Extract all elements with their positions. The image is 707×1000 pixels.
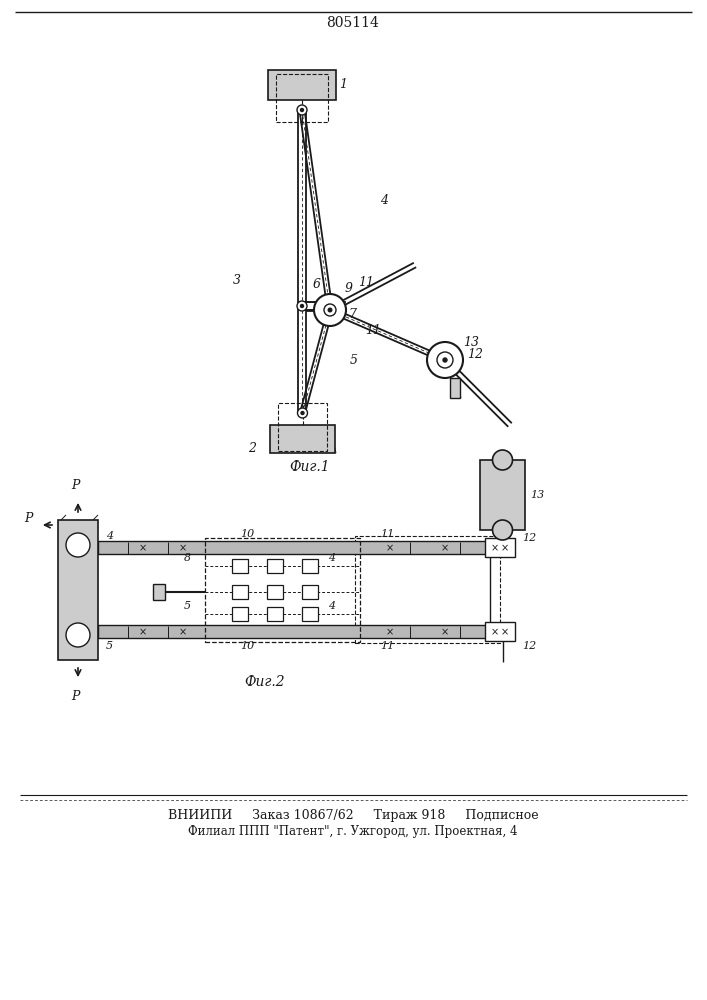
Text: 6: 6 — [313, 278, 321, 292]
Text: 10: 10 — [240, 529, 255, 539]
Text: 12: 12 — [522, 533, 536, 543]
Bar — [267, 585, 283, 599]
Text: 11: 11 — [380, 641, 395, 651]
Text: 4: 4 — [329, 553, 336, 563]
Text: 7: 7 — [348, 308, 356, 320]
Bar — [302, 607, 318, 621]
Text: 9: 9 — [345, 282, 353, 294]
Text: Фиг.1: Фиг.1 — [290, 460, 330, 474]
Text: P: P — [71, 479, 79, 492]
Text: Филиал ППП "Патент", г. Ужгород, ул. Проектная, 4: Филиал ППП "Патент", г. Ужгород, ул. Про… — [188, 826, 518, 838]
Text: ×: × — [441, 543, 449, 553]
Bar — [267, 559, 283, 573]
Text: 4: 4 — [380, 194, 388, 207]
Bar — [232, 559, 248, 573]
Text: 5: 5 — [183, 601, 191, 611]
Circle shape — [324, 304, 336, 316]
Text: Фиг.2: Фиг.2 — [245, 675, 286, 689]
Circle shape — [300, 108, 303, 111]
Text: ×: × — [139, 543, 147, 553]
Bar — [268, 70, 336, 100]
Text: 11: 11 — [380, 529, 395, 539]
Circle shape — [298, 408, 308, 418]
Circle shape — [493, 450, 513, 470]
Bar — [270, 425, 335, 453]
Text: 10: 10 — [240, 641, 255, 651]
Text: 3: 3 — [233, 273, 241, 286]
Bar — [153, 584, 165, 600]
Text: ВНИИПИ     Заказ 10867/62     Тираж 918     Подписное: ВНИИПИ Заказ 10867/62 Тираж 918 Подписно… — [168, 808, 538, 822]
Bar — [232, 585, 248, 599]
Circle shape — [297, 105, 307, 115]
Text: ×: × — [386, 543, 394, 553]
Bar — [205, 538, 360, 642]
Text: 4: 4 — [329, 601, 336, 611]
Text: 5: 5 — [350, 354, 358, 366]
Bar — [267, 607, 283, 621]
Text: ×: × — [491, 627, 499, 637]
Text: 12: 12 — [522, 641, 536, 651]
Text: 11: 11 — [365, 324, 381, 336]
Text: ×: × — [501, 627, 509, 637]
Text: ×: × — [501, 543, 509, 553]
Text: 13: 13 — [530, 490, 544, 500]
Text: 4: 4 — [106, 531, 113, 541]
Bar — [98, 625, 490, 638]
Circle shape — [66, 533, 90, 557]
Text: 2: 2 — [248, 442, 256, 454]
Text: ×: × — [139, 627, 147, 637]
Text: 13: 13 — [463, 336, 479, 349]
Circle shape — [297, 301, 307, 311]
Text: ×: × — [386, 627, 394, 637]
Bar — [302, 585, 318, 599]
Bar — [276, 74, 328, 122]
Text: 12: 12 — [467, 349, 483, 361]
Bar — [58, 520, 98, 660]
Bar — [232, 607, 248, 621]
Bar — [485, 538, 515, 557]
Text: P: P — [24, 512, 33, 524]
Circle shape — [314, 294, 346, 326]
Circle shape — [300, 304, 303, 308]
Bar — [355, 536, 500, 643]
Bar — [480, 460, 525, 530]
Circle shape — [443, 358, 447, 362]
Text: ×: × — [179, 627, 187, 637]
Circle shape — [66, 623, 90, 647]
Circle shape — [427, 342, 463, 378]
Text: ×: × — [491, 543, 499, 553]
Text: ×: × — [441, 627, 449, 637]
Text: ×: × — [179, 543, 187, 553]
Text: P: P — [71, 690, 79, 703]
Circle shape — [301, 412, 304, 414]
Bar — [302, 559, 318, 573]
Text: 5: 5 — [106, 641, 113, 651]
Text: 8: 8 — [183, 553, 191, 563]
Bar — [485, 622, 515, 641]
Text: 11: 11 — [358, 275, 374, 288]
Circle shape — [328, 308, 332, 312]
Text: 1: 1 — [339, 79, 347, 92]
Bar — [450, 378, 460, 398]
Text: 805114: 805114 — [327, 16, 380, 30]
Bar — [98, 541, 490, 554]
Bar — [278, 403, 327, 451]
Circle shape — [437, 352, 453, 368]
Circle shape — [493, 520, 513, 540]
